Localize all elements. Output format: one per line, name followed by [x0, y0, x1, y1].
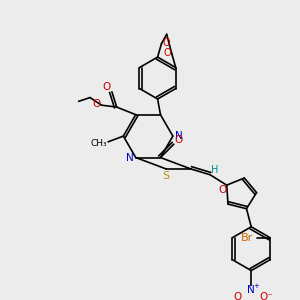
Text: Br: Br: [241, 233, 254, 243]
Text: O: O: [164, 48, 171, 58]
Text: O: O: [93, 99, 101, 109]
Text: O: O: [219, 185, 227, 195]
Text: H: H: [211, 165, 218, 175]
Text: O: O: [102, 82, 110, 92]
Text: +: +: [253, 283, 259, 289]
Text: O: O: [174, 135, 183, 146]
Text: S: S: [163, 171, 170, 181]
Text: N: N: [175, 131, 182, 141]
Text: O: O: [234, 292, 242, 300]
Text: N: N: [248, 285, 255, 295]
Text: O: O: [162, 38, 170, 48]
Text: CH₃: CH₃: [90, 139, 107, 148]
Text: O⁻: O⁻: [260, 292, 273, 300]
Text: N: N: [126, 152, 134, 163]
